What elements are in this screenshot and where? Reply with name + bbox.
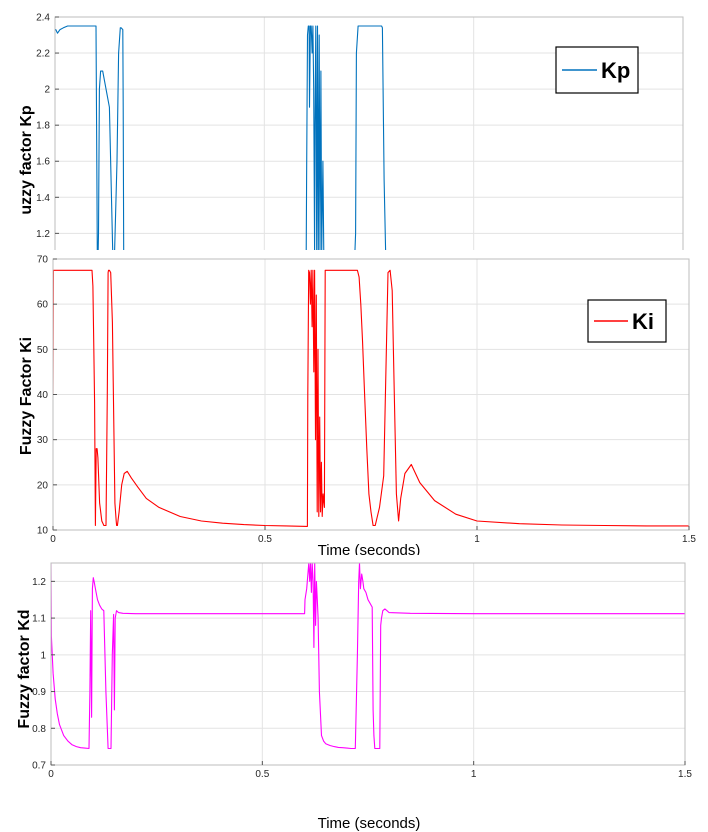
- x-axis-label: Time (seconds): [318, 815, 421, 832]
- y-tick-label: 1.4: [36, 193, 50, 204]
- x-tick-label: 1.5: [682, 534, 696, 545]
- y-tick-label: 70: [37, 255, 49, 266]
- x-tick-label: 1: [474, 534, 480, 545]
- x-tick-label: 0.5: [258, 534, 272, 545]
- y-tick-label: 10: [37, 526, 49, 537]
- y-tick-label: 30: [37, 435, 49, 446]
- legend: Ki: [587, 299, 667, 343]
- plot-area: [51, 563, 685, 765]
- y-tick-label: 2.2: [36, 49, 50, 60]
- axes-box: [50, 562, 686, 766]
- y-tick-label: 1: [40, 650, 46, 661]
- y-tick-label: 1.1: [32, 614, 46, 625]
- x-tick-label: 1: [471, 769, 477, 780]
- y-tick-label: 20: [37, 480, 49, 491]
- y-axis-label: Fuzzy factor Kd: [16, 609, 33, 728]
- series-line-kd: [51, 563, 685, 750]
- y-tick-label: 60: [37, 300, 49, 311]
- chart-panel-3: 1.2 1.1 1 0.9 0.8 0.70 0.5 1 1.5 Fuzzy factor Kd T…: [0, 555, 708, 832]
- x-tick-label: 0.5: [255, 769, 269, 780]
- y-tick-label: 40: [37, 390, 49, 401]
- y-tick-label: 1.2: [32, 577, 46, 588]
- series-line-kp: [55, 25, 474, 255]
- y-tick-label: 0.7: [32, 761, 46, 772]
- legend: Kp: [555, 46, 639, 94]
- y-tick-label: 1.6: [36, 157, 50, 168]
- legend-label: Ki: [632, 309, 654, 334]
- x-tick-label: 0: [50, 534, 56, 545]
- y-tick-label: 2: [44, 85, 50, 96]
- y-tick-label: 0.8: [32, 724, 46, 735]
- legend-label: Kp: [601, 58, 630, 83]
- series-line-ki: [53, 269, 689, 527]
- y-axis-label: Fuzzy Factor Ki: [18, 337, 35, 455]
- y-tick-label: 0.9: [32, 687, 46, 698]
- x-axis-label: Time (seconds): [318, 542, 421, 559]
- y-tick-label: 50: [37, 345, 49, 356]
- y-tick-label: 1.8: [36, 121, 50, 132]
- x-tick-label: 1.5: [678, 769, 692, 780]
- y-tick-label: 1.2: [36, 229, 50, 240]
- y-axis-label: uzzy factor Kp: [18, 105, 35, 215]
- x-tick-label: 0: [48, 769, 54, 780]
- chart-panel-2: 70 60 50 40 30 20 100 0.5 1 1.5 Fuzzy Factor Ki Tim…: [0, 250, 708, 559]
- y-tick-label: 2.4: [36, 13, 50, 24]
- chart-panel-1: 2.4 2.2 2 1.8 1.6 1.4 1.2 uzzy factor Kp Kp: [0, 0, 708, 258]
